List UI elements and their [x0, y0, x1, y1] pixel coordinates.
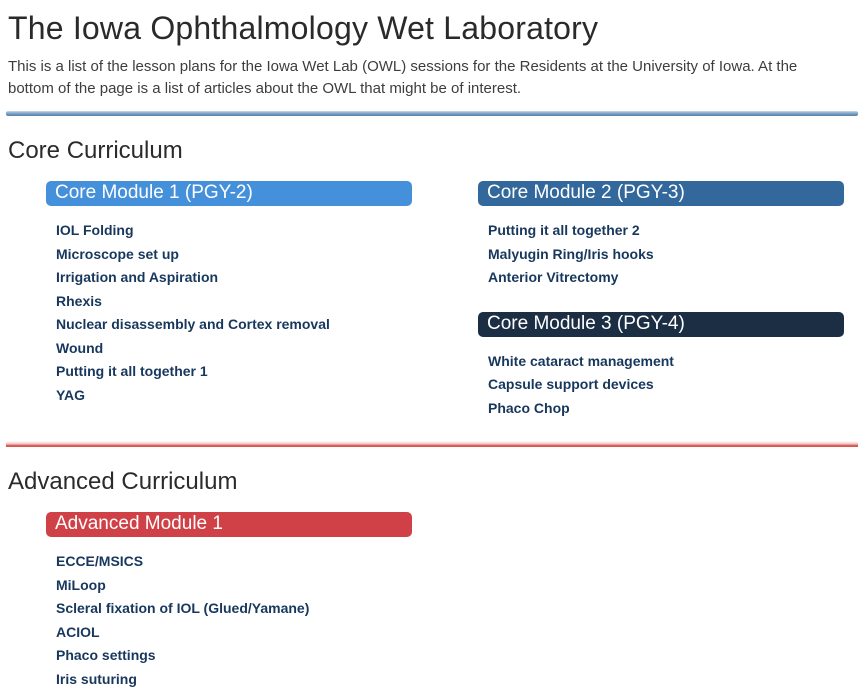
core-module-1: Core Module 1 (PGY-2) IOL Folding Micros…: [46, 181, 412, 407]
lesson-item: Iris suturing: [56, 668, 412, 692]
lesson-item: YAG: [56, 384, 412, 408]
lesson-link-anterior-vitrectomy[interactable]: Anterior Vitrectomy: [488, 269, 619, 285]
advanced-module-1-lessons: ECCE/MSICS MiLoop Scleral fixation of IO…: [46, 550, 412, 691]
core-module-3-header: Core Module 3 (PGY-4): [478, 311, 844, 337]
lesson-item: Nuclear disassembly and Cortex removal: [56, 313, 412, 337]
core-module-2-header: Core Module 2 (PGY-3): [478, 181, 844, 206]
page-title: The Iowa Ophthalmology Wet Laboratory: [8, 10, 599, 46]
lesson-link-scleral-fixation-of-iol[interactable]: Scleral fixation of IOL (Glued/Yamane): [56, 600, 310, 616]
core-module-3: Core Module 3 (PGY-4) White cataract man…: [478, 311, 844, 421]
lesson-item: White cataract management: [488, 350, 844, 374]
lesson-link-phaco-settings[interactable]: Phaco settings: [56, 647, 156, 663]
lesson-item: Putting it all together 1: [56, 360, 412, 384]
lesson-item: Capsule support devices: [488, 373, 844, 397]
advanced-module-1-header: Advanced Module 1: [46, 512, 412, 537]
lesson-item: Putting it all together 2: [488, 219, 844, 243]
lesson-link-miloop[interactable]: MiLoop: [56, 576, 106, 593]
lesson-link-iris-suturing[interactable]: Iris suturing: [56, 670, 137, 687]
lesson-item: Phaco Chop: [488, 397, 844, 421]
lesson-link-malyugin-ring-iris-hooks[interactable]: Malyugin Ring/Iris hooks: [488, 245, 654, 262]
core-curriculum-section: Core Curriculum Core Module 1 (PGY-2) IO…: [0, 137, 864, 429]
core-columns: Core Module 1 (PGY-2) IOL Folding Micros…: [46, 181, 856, 429]
lesson-item: Phaco settings: [56, 644, 412, 668]
lesson-item: MiLoop: [56, 574, 412, 598]
page-header: The Iowa Ophthalmology Wet Laboratory Th…: [0, 10, 864, 100]
lesson-link-ecce-msics[interactable]: ECCE/MSICS: [56, 553, 144, 569]
blue-section-divider: [6, 111, 858, 116]
core-module-1-header: Core Module 1 (PGY-2): [46, 181, 412, 206]
lesson-link-putting-it-all-together-2[interactable]: Putting it all together 2: [488, 222, 640, 238]
lesson-item: Wound: [56, 337, 412, 361]
core-curriculum-heading: Core Curriculum: [8, 137, 183, 164]
lesson-item: Anterior Vitrectomy: [488, 266, 844, 290]
lesson-link-capsule-support-devices[interactable]: Capsule support devices: [488, 376, 654, 392]
advanced-module-1: Advanced Module 1 ECCE/MSICS MiLoop Scle…: [46, 512, 412, 691]
core-module-2-lessons: Putting it all together 2 Malyugin Ring/…: [478, 219, 844, 290]
advanced-curriculum-section: Advanced Curriculum Advanced Module 1 EC…: [0, 468, 864, 697]
lesson-item: ECCE/MSICS: [56, 550, 412, 574]
lesson-item: Rhexis: [56, 290, 412, 314]
lesson-link-phaco-chop[interactable]: Phaco Chop: [488, 399, 570, 416]
lesson-link-yag[interactable]: YAG: [56, 386, 86, 403]
red-section-divider: [6, 441, 858, 447]
advanced-curriculum-heading: Advanced Curriculum: [8, 468, 238, 495]
core-right-column: Core Module 2 (PGY-3) Putting it all tog…: [478, 181, 844, 429]
lesson-link-aciol[interactable]: ACIOL: [56, 623, 100, 640]
lesson-link-white-cataract-management[interactable]: White cataract management: [488, 352, 674, 369]
lesson-link-putting-it-all-together-1[interactable]: Putting it all together 1: [56, 363, 208, 379]
lesson-item: ACIOL: [56, 621, 412, 645]
lesson-item: Microscope set up: [56, 243, 412, 267]
lesson-link-rhexis[interactable]: Rhexis: [56, 292, 102, 309]
lesson-link-microscope-set-up[interactable]: Microscope set up: [56, 245, 179, 262]
lesson-item: Irrigation and Aspiration: [56, 266, 412, 290]
lesson-link-nuclear-disassembly[interactable]: Nuclear disassembly and Cortex removal: [56, 316, 330, 332]
lesson-item: Scleral fixation of IOL (Glued/Yamane): [56, 597, 412, 621]
lesson-link-irrigation-and-aspiration[interactable]: Irrigation and Aspiration: [56, 269, 219, 285]
intro-text: This is a list of the lesson plans for t…: [8, 58, 798, 97]
lesson-item: IOL Folding: [56, 219, 412, 243]
advanced-columns: Advanced Module 1 ECCE/MSICS MiLoop Scle…: [46, 512, 856, 697]
lesson-link-iol-folding[interactable]: IOL Folding: [56, 222, 134, 238]
lesson-link-wound[interactable]: Wound: [56, 339, 104, 356]
lesson-item: Malyugin Ring/Iris hooks: [488, 243, 844, 267]
advanced-left-column: Advanced Module 1 ECCE/MSICS MiLoop Scle…: [46, 512, 412, 697]
core-module-3-lessons: White cataract management Capsule suppor…: [478, 350, 844, 421]
core-module-2: Core Module 2 (PGY-3) Putting it all tog…: [478, 181, 844, 290]
core-module-1-lessons: IOL Folding Microscope set up Irrigation…: [46, 219, 412, 407]
core-left-column: Core Module 1 (PGY-2) IOL Folding Micros…: [46, 181, 412, 429]
